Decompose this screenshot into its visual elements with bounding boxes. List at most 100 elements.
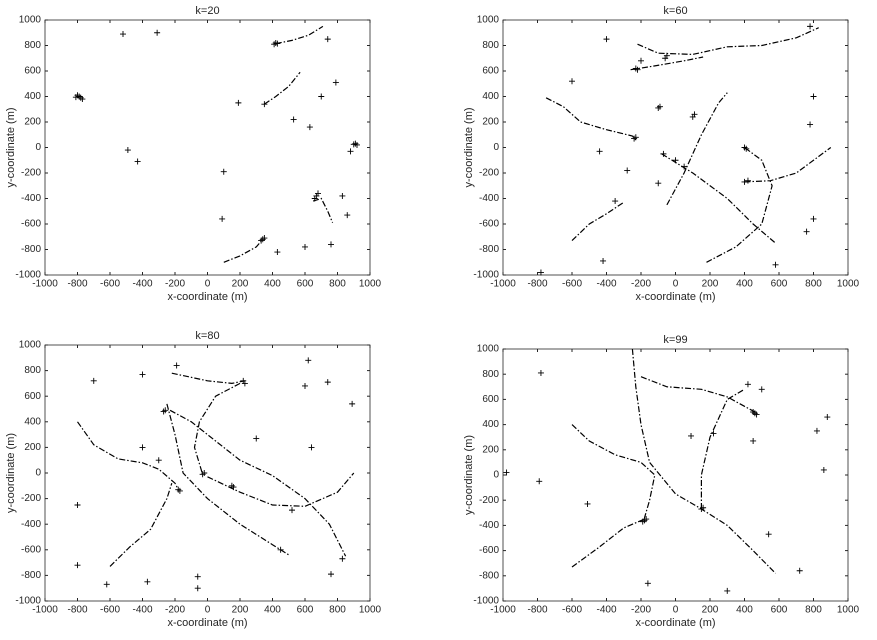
y-tick-label: 0 <box>493 470 499 481</box>
y-axis-label: y-coordinate (m) <box>463 435 475 515</box>
y-tick-label: 600 <box>24 66 41 77</box>
chart-title: k=99 <box>663 334 687 346</box>
plot-area <box>503 349 848 601</box>
x-tick-label: -800 <box>527 279 547 290</box>
y-tick-label: 0 <box>35 142 41 153</box>
x-tick-label: 600 <box>771 279 788 290</box>
y-tick-label: 200 <box>482 444 499 455</box>
y-tick-label: -400 <box>479 193 499 204</box>
x-tick-label: 800 <box>805 279 822 290</box>
y-tick-label: -200 <box>21 493 41 504</box>
y-tick-label: 200 <box>24 117 41 128</box>
x-tick-label: 1000 <box>837 605 860 616</box>
x-tick-label: 600 <box>771 605 788 616</box>
y-tick-label: -200 <box>479 168 499 179</box>
y-tick-label: -600 <box>479 219 499 230</box>
x-tick-label: 1000 <box>359 279 382 290</box>
x-tick-label: -600 <box>100 279 120 290</box>
y-tick-label: -1000 <box>15 596 41 607</box>
y-tick-label: 800 <box>24 40 41 51</box>
y-tick-label: -600 <box>21 219 41 230</box>
x-tick-label: 200 <box>232 605 249 616</box>
x-tick-label: -200 <box>631 279 651 290</box>
x-tick-label: 600 <box>297 279 314 290</box>
x-tick-label: 0 <box>205 279 211 290</box>
y-tick-label: 400 <box>482 91 499 102</box>
y-tick-label: 800 <box>482 40 499 51</box>
y-tick-label: -600 <box>21 544 41 555</box>
x-tick-label: -200 <box>631 605 651 616</box>
x-tick-label: 800 <box>329 605 346 616</box>
x-tick-label: -400 <box>596 605 616 616</box>
x-tick-label: -800 <box>67 279 87 290</box>
chart-title: k=80 <box>195 330 219 342</box>
x-tick-label: 400 <box>264 279 281 290</box>
x-axis-label: x-coordinate (m) <box>167 617 247 629</box>
y-tick-label: 1000 <box>19 340 42 351</box>
x-tick-label: -600 <box>562 279 582 290</box>
x-tick-label: 600 <box>297 605 314 616</box>
plot-area <box>503 20 848 275</box>
y-tick-label: 600 <box>482 394 499 405</box>
y-tick-label: 0 <box>35 468 41 479</box>
y-tick-label: -1000 <box>473 270 499 281</box>
y-tick-label: 800 <box>482 369 499 380</box>
y-tick-label: 400 <box>24 416 41 427</box>
y-tick-label: 600 <box>24 391 41 402</box>
x-tick-label: 200 <box>702 605 719 616</box>
x-axis-label: x-coordinate (m) <box>635 617 715 629</box>
x-tick-label: 800 <box>805 605 822 616</box>
y-tick-label: -800 <box>479 244 499 255</box>
y-tick-label: 200 <box>482 117 499 128</box>
x-tick-label: -200 <box>165 279 185 290</box>
y-tick-label: 1000 <box>19 15 42 26</box>
y-tick-label: -800 <box>21 244 41 255</box>
y-tick-label: -200 <box>21 168 41 179</box>
x-tick-label: -600 <box>100 605 120 616</box>
x-tick-label: -800 <box>67 605 87 616</box>
y-tick-label: -400 <box>21 193 41 204</box>
x-tick-label: 1000 <box>359 605 382 616</box>
x-axis-label: x-coordinate (m) <box>167 291 247 303</box>
x-tick-label: -400 <box>132 605 152 616</box>
y-tick-label: -400 <box>479 520 499 531</box>
x-tick-label: -200 <box>165 605 185 616</box>
y-axis-label: y-coordinate (m) <box>463 107 475 187</box>
y-tick-label: -1000 <box>473 596 499 607</box>
plot-area <box>45 20 370 275</box>
x-tick-label: 0 <box>673 279 679 290</box>
y-tick-label: 1000 <box>477 344 500 355</box>
chart-title: k=60 <box>663 5 687 17</box>
x-tick-label: 200 <box>702 279 719 290</box>
y-tick-label: -800 <box>479 570 499 581</box>
y-axis-label: y-coordinate (m) <box>5 107 17 187</box>
y-tick-label: 400 <box>482 419 499 430</box>
x-tick-label: -400 <box>596 279 616 290</box>
x-tick-label: -600 <box>562 605 582 616</box>
y-tick-label: -400 <box>21 519 41 530</box>
x-tick-label: 0 <box>205 605 211 616</box>
chart-title: k=20 <box>195 5 219 17</box>
y-tick-label: 600 <box>482 66 499 77</box>
x-tick-label: 400 <box>736 279 753 290</box>
y-tick-label: 400 <box>24 91 41 102</box>
x-tick-label: 1000 <box>837 279 860 290</box>
x-tick-label: 800 <box>329 279 346 290</box>
y-axis-label: y-coordinate (m) <box>5 433 17 513</box>
x-tick-label: -400 <box>132 279 152 290</box>
y-tick-label: -600 <box>479 545 499 556</box>
y-tick-label: 200 <box>24 442 41 453</box>
x-tick-label: 400 <box>736 605 753 616</box>
x-axis-label: x-coordinate (m) <box>635 291 715 303</box>
y-tick-label: 0 <box>493 142 499 153</box>
y-tick-label: -200 <box>479 495 499 506</box>
y-tick-label: -800 <box>21 570 41 581</box>
x-tick-label: 400 <box>264 605 281 616</box>
x-tick-label: 0 <box>673 605 679 616</box>
x-tick-label: 200 <box>232 279 249 290</box>
y-tick-label: -1000 <box>15 270 41 281</box>
y-tick-label: 800 <box>24 365 41 376</box>
x-tick-label: -800 <box>527 605 547 616</box>
y-tick-label: 1000 <box>477 15 500 26</box>
